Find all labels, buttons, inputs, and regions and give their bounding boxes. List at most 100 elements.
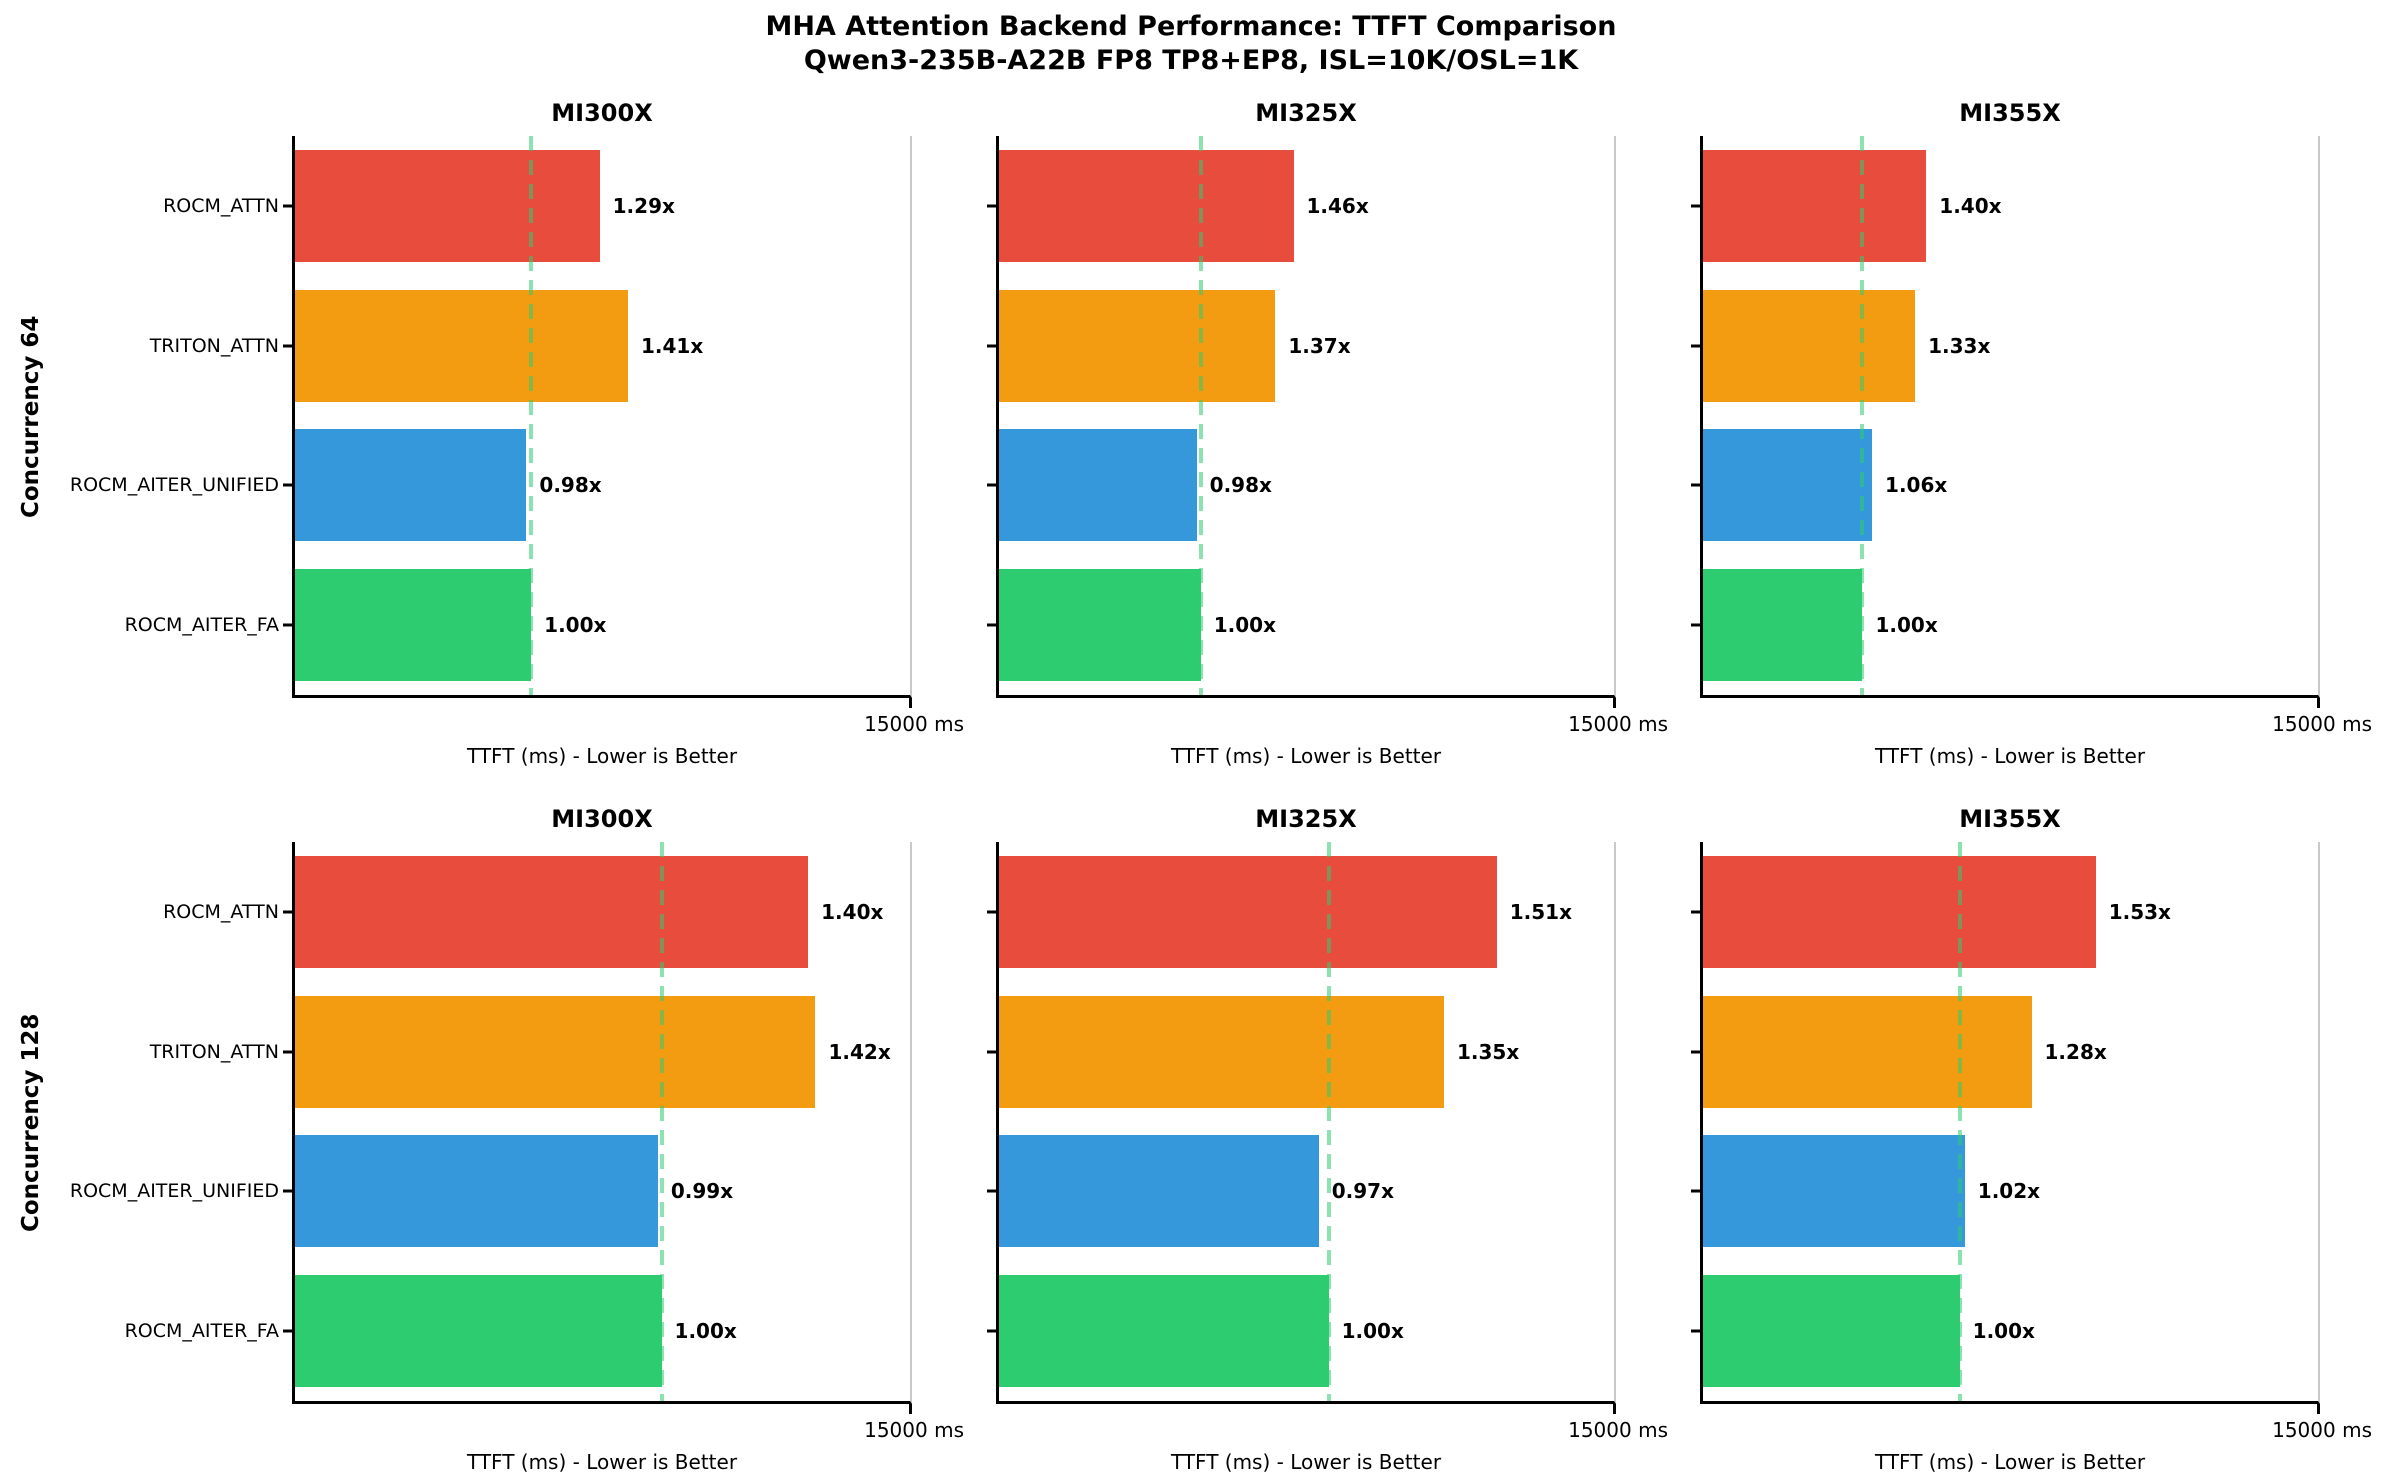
bar-value-label: 1.02x [1977,1179,2041,1204]
figure-subtitle: Qwen3-235B-A22B FP8 TP8+EP8, ISL=10K/OSL… [803,45,1579,76]
bar-triton-attn [295,995,816,1108]
y-axis-tick [283,483,292,487]
bar-value-label: 0.97x [1331,1179,1394,1204]
bar-rocm-attn [1703,149,1927,262]
bar-triton-attn [1703,289,1916,402]
plot-area: 1.46x 1.37x 0.98x 1.00x [987,136,1616,708]
subplot-title: MI300X [551,99,653,127]
y-tick-label: ROCM_ATTN [163,900,279,923]
bar-slot: 1.00x ROCM_AITER_FA [125,555,910,695]
bar-triton-attn [295,289,628,402]
baseline-dashed-line [1957,842,1962,1401]
subplot-title: MI325X [1255,805,1357,833]
bar-value-label: 1.33x [1928,333,1991,358]
bar-slot: 1.51x [987,842,1614,982]
x-axis-max-label: 15000 ms [1568,1418,1668,1442]
y-tick-label: ROCM_AITER_FA [124,1320,279,1343]
subplot-title: MI355X [1959,99,2061,127]
bar-slot: 1.02x [1691,1122,2318,1262]
bar-slot: 1.29x ROCM_ATTN [163,136,910,276]
x-axis-tick [909,1404,912,1414]
bar-rocm-aiter-unified [1703,1135,1965,1248]
x-axis-label: TTFT (ms) - Lower is Better [466,1450,738,1474]
bar-slot: 1.00x [1691,1261,2318,1401]
y-axis-tick [987,1329,996,1333]
bar-value-label: 1.06x [1885,473,1948,498]
row-concurrency-64: Concurrency 64 MI300X 1.29x ROCM_ATTN 1.41… [0,98,2382,768]
subplot-c128-mi325x: MI325X 1.51x 1.35x 0.97x 1.00x 15000 ms TTF… [987,804,1668,1474]
x-axis-max-label: 15000 ms [2272,1418,2372,1442]
bar-slot: 0.98x [987,416,1614,556]
bar-rocm-aiter-fa [295,1275,662,1388]
y-axis-tick [283,1050,292,1054]
bar-slot: 1.46x [987,136,1614,276]
bar-slot: 1.33x [1691,276,2318,416]
bar-slot: 1.41x TRITON_ATTN [150,276,910,416]
bar-slot: 1.53x [1691,842,2318,982]
row-concurrency-128: Concurrency 128 MI300X 1.40x ROCM_ATTN 1.4… [0,804,2382,1474]
subplot-c64-mi325x: MI325X 1.46x 1.37x 0.98x 1.00x 15000 ms TTF… [987,98,1668,768]
y-axis-tick [1691,204,1700,208]
bar-value-label: 1.35x [1457,1039,1520,1064]
y-axis-tick [1691,910,1700,914]
baseline-dashed-line [659,842,664,1401]
subplot-c64-mi355x: MI355X 1.40x 1.33x 1.06x 1.00x 15000 ms TTF… [1691,98,2372,768]
bar-value-label: 1.40x [1939,193,2002,218]
bar-slot: 0.98x ROCM_AITER_UNIFIED [70,416,910,556]
y-axis-tick [283,344,292,348]
bar-value-label: 1.41x [640,333,704,358]
plot-area: 1.40x ROCM_ATTN 1.42x TRITON_ATTN 0.99x ROCM_… [70,842,912,1414]
bar-value-label: 1.00x [1213,613,1276,638]
baseline-dashed-line [1326,842,1331,1401]
bar-triton-attn [999,995,1444,1108]
bar-value-label: 1.40x [821,899,884,924]
bar-slot: 1.40x ROCM_ATTN [163,842,910,982]
x-axis-label: TTFT (ms) - Lower is Better [466,744,738,768]
bar-slot: 1.37x [987,276,1614,416]
x-axis-label: TTFT (ms) - Lower is Better [1170,744,1442,768]
y-axis-tick [1691,483,1700,487]
y-axis-tick [283,1329,292,1333]
bar-slot: 1.00x ROCM_AITER_FA [125,1261,910,1401]
bar-value-label: 0.98x [539,473,602,498]
x-axis-tick [2317,698,2320,708]
baseline-dashed-line [1198,136,1203,695]
y-axis-tick [1691,1189,1700,1193]
plot-area: 1.29x ROCM_ATTN 1.41x TRITON_ATTN 0.98x ROCM_… [70,136,912,708]
bar-value-label: 1.29x [612,193,675,218]
row-ylabel-concurrency-128: Concurrency 128 [18,1013,44,1233]
subplot-c128-mi355x: MI355X 1.53x 1.28x 1.02x 1.00x 15000 ms TTF… [1691,804,2372,1474]
bar-slot: 1.00x [987,555,1614,695]
bar-value-label: 0.98x [1209,473,1272,498]
plot-area: 1.40x 1.33x 1.06x 1.00x [1691,136,2320,708]
bar-slot: 1.06x [1691,416,2318,556]
x-axis-label: TTFT (ms) - Lower is Better [1874,1450,2146,1474]
plot-area: 1.53x 1.28x 1.02x 1.00x [1691,842,2320,1414]
bar-rocm-aiter-unified [295,429,527,542]
bar-value-label: 1.00x [674,1319,737,1344]
y-axis-tick [283,204,292,208]
bar-value-label: 1.37x [1288,333,1351,358]
bar-value-label: 0.99x [670,1179,734,1204]
bar-value-label: 1.28x [2044,1039,2107,1064]
bar-rocm-aiter-fa [1703,1275,1960,1388]
bar-rocm-aiter-fa [999,1275,1329,1388]
bar-rocm-attn [1703,855,2096,968]
bar-rocm-attn [295,149,600,262]
figure-title: MHA Attention Backend Performance: TTFT … [765,11,1617,42]
y-axis-tick [283,623,292,627]
y-tick-label: ROCM_AITER_UNIFIED [69,474,279,497]
bar-value-label: 1.00x [1875,613,1938,638]
bar-value-label: 1.00x [544,613,607,638]
bar-slot: 0.99x ROCM_AITER_UNIFIED [70,1122,910,1262]
x-axis-tick [1613,698,1616,708]
y-tick-label: TRITON_ATTN [149,334,279,357]
y-axis-tick [1691,344,1700,348]
bar-value-label: 1.53x [2108,899,2171,924]
subplot-title: MI300X [551,805,653,833]
y-axis-tick [283,910,292,914]
bar-slot: 1.28x [1691,982,2318,1122]
x-axis-tick [1613,1404,1616,1414]
x-axis-label: TTFT (ms) - Lower is Better [1874,744,2146,768]
